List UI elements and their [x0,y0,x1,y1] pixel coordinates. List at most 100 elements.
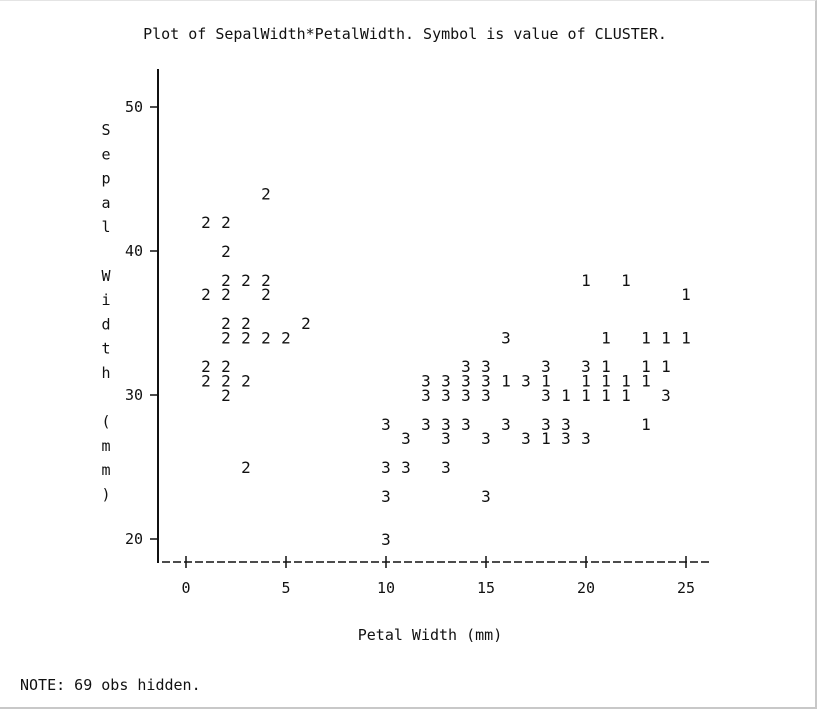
data-point: 2 [261,184,271,203]
x-tick-label: 5 [281,579,290,597]
data-point: 3 [481,429,491,448]
data-point: 3 [541,386,551,405]
y-label-char: h [101,364,110,382]
data-point: 3 [561,415,571,434]
data-point: 3 [441,458,451,477]
data-point: 3 [441,415,451,434]
x-tick-label: 10 [377,579,395,597]
data-point: 3 [381,458,391,477]
data-point: 3 [461,372,471,391]
y-label-char: a [101,194,110,212]
y-label-char: d [101,315,110,333]
data-point: 1 [601,328,611,347]
data-point: 3 [521,372,531,391]
data-point: 3 [461,386,471,405]
data-point: 3 [481,357,491,376]
y-label-char: l [101,218,110,236]
y-tick-label: 20 [125,530,143,548]
data-point: 1 [641,328,651,347]
scatter-points: 22 222 2 2 1 12 2 2 12 2 22 2 2 2 3 1 1 1 12 2 3 3 3 3 1 1 12 2 2 3 3 3… [201,184,691,549]
note-text: NOTE: 69 obs hidden. [20,676,201,694]
x-tick-label: 20 [577,579,595,597]
data-point: 3 [461,357,471,376]
data-point: 2 [221,314,231,333]
data-point: 1 [641,357,651,376]
data-point: 3 [661,386,671,405]
y-label-char: m [101,437,110,455]
y-tick-label: 30 [125,386,143,404]
data-point: 3 [541,357,551,376]
data-point: 1 [621,271,631,290]
data-point: 3 [561,429,571,448]
data-point: 1 [541,429,551,448]
data-point: 3 [381,530,391,549]
data-point: 1 [661,357,671,376]
data-point: 3 [521,429,531,448]
data-point: 2 [241,314,251,333]
data-point: 1 [621,372,631,391]
x-tick-label: 15 [477,579,495,597]
data-point: 3 [401,458,411,477]
data-point: 2 [221,328,231,347]
data-point: 2 [241,328,251,347]
data-point: 1 [501,372,511,391]
data-point: 2 [221,285,231,304]
data-point: 3 [381,415,391,434]
data-point: 3 [401,429,411,448]
data-point: 3 [481,372,491,391]
data-point: 3 [461,415,471,434]
data-point: 1 [581,386,591,405]
data-point: 3 [441,429,451,448]
chart-title: Plot of SepalWidth*PetalWidth. Symbol is… [143,25,667,43]
data-point: 2 [241,271,251,290]
data-point: 1 [681,328,691,347]
data-point: 2 [281,328,291,347]
x-axis-label: Petal Width (mm) [358,626,503,644]
x-tick-label: 25 [677,579,695,597]
y-tick-label: 40 [125,242,143,260]
data-point: 2 [261,285,271,304]
data-point: 1 [681,285,691,304]
data-point: 1 [601,386,611,405]
y-axis: 50 40 30 20 [125,98,158,548]
data-point: 2 [221,357,231,376]
y-tick-label: 50 [125,98,143,116]
data-point: 2 [301,314,311,333]
x-tick-label: 0 [181,579,190,597]
data-point: 3 [501,328,511,347]
data-point: 3 [441,386,451,405]
y-label-char: W [101,267,111,285]
data-point: 1 [661,328,671,347]
data-point: 3 [421,372,431,391]
data-point: 3 [501,415,511,434]
data-point: 1 [621,386,631,405]
x-axis: 0 5 10 15 20 25 [181,556,695,597]
data-point: 1 [581,372,591,391]
y-label-char: p [101,170,110,188]
data-point: 2 [261,328,271,347]
data-point: 2 [221,372,231,391]
data-point: 1 [541,372,551,391]
data-point: 1 [601,372,611,391]
data-point: 3 [581,429,591,448]
y-label-char: i [101,291,110,309]
data-point: 1 [601,357,611,376]
y-label-char: ( [101,413,110,431]
data-point: 2 [221,213,231,232]
data-point: 3 [421,386,431,405]
data-point: 1 [641,415,651,434]
data-point: 3 [421,415,431,434]
data-point: 3 [581,357,591,376]
y-label-char: t [101,340,110,358]
data-point: 2 [241,458,251,477]
data-point: 1 [641,372,651,391]
data-point: 2 [201,357,211,376]
data-point: 3 [441,372,451,391]
data-point: 2 [241,372,251,391]
y-axis-label: Sepal Width (mm) [101,121,111,504]
data-point: 1 [581,271,591,290]
y-label-char: ) [101,486,110,504]
data-point: 2 [201,213,211,232]
